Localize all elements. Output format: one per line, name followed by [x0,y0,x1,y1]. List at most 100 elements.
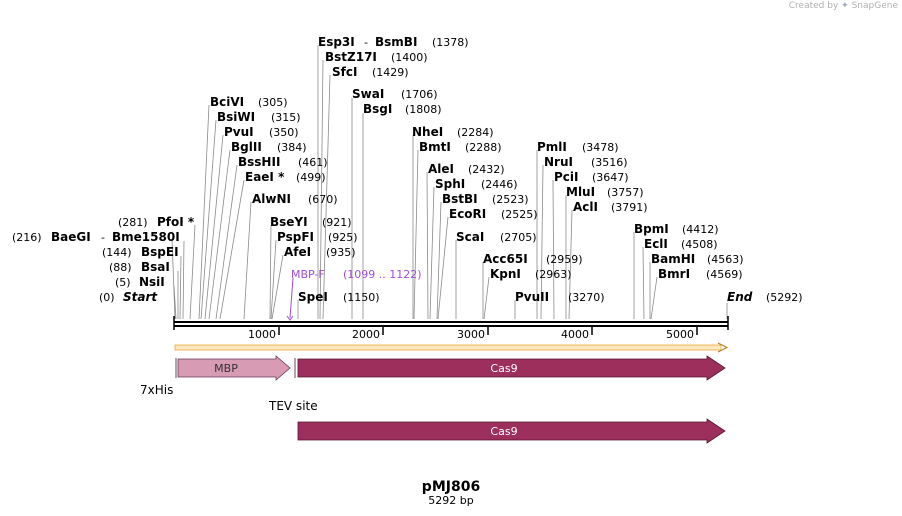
site-pos-swai: (1706) [401,88,438,101]
site-name-esp3i: Esp3I [318,35,355,49]
site-pos-start: (0) [99,291,115,304]
site-name-bglii: BglII [231,140,262,154]
tick-label-1000: 1000 [248,328,276,341]
primer-name: MBP-F [291,268,325,281]
site-connectors [171,45,728,320]
site-name-bsgi: BsgI [363,102,392,116]
site-name-alwni: AlwNI [252,192,291,206]
site-pos-bglii: (384) [277,141,307,154]
site-name-bspei: BspEI [141,245,179,259]
primer-arrow-icon [286,315,294,321]
site-name-pfoi: PfoI * [157,215,195,229]
site-name-bsai: BsaI [141,260,170,274]
feature-row: MBP Cas9 7xHis TEV site [140,355,726,413]
site-name-bsmbi: BsmBI [375,35,417,49]
primer-range: (1099 .. 1122) [343,268,422,281]
site-name-acli: AclI [573,200,598,214]
site-name-sfci: SfcI [332,65,357,79]
site-pos-bstbi: (2523) [492,193,529,206]
site-pos-alwni: (670) [308,193,338,206]
site-pos-pfoi: (281) [118,216,148,229]
site-name-scai: ScaI [456,230,484,244]
tick-label-5000: 5000 [666,328,694,341]
site-name-bseyi: BseYI [270,215,308,229]
site-pos-sphi: (2446) [481,178,518,191]
tick-label-4000: 4000 [561,328,589,341]
site-pos-bcivi: (305) [258,96,288,109]
site-name-ecori: EcoRI [449,207,486,221]
site-pos-nsii: (5) [115,276,131,289]
site-pos-pspfi: (925) [328,231,358,244]
backbone: 1000 2000 3000 4000 5000 [173,316,729,341]
orf-cas9-label: Cas9 [490,425,517,438]
feature-mbp-label: MBP [214,362,238,375]
tick-label-3000: 3000 [457,328,485,341]
site-name-kpni: KpnI [490,267,521,281]
site-pos-bspei: (144) [102,246,132,259]
left-site-labels: (216) BaeGI - Bme1580I (281) PfoI * (144… [12,215,195,304]
site-name-bsiwi: BsiWI [217,110,255,124]
tick-label-2000: 2000 [352,328,380,341]
feature-7xhis-label: 7xHis [140,383,173,397]
site-name-bme1580i: Bme1580I [112,230,180,244]
site-name-pcii: PciI [554,170,579,184]
site-pos-acc65i: (2959) [546,253,583,266]
branding-prefix: Created by [788,1,839,11]
plasmid-name: pMJ806 [422,479,480,495]
site-pos-afei: (935) [326,246,356,259]
site-pos-alei: (2432) [468,163,505,176]
site-pos-bsai: (88) [109,261,132,274]
site-pos-ecori: (2525) [501,208,538,221]
site-pos-acli: (3791) [611,201,648,214]
primer-connector [289,277,294,319]
branding: Created by ✦ SnapGene [789,1,898,11]
site-name-baegi: BaeGI [51,230,91,244]
site-pos-bsshii: (461) [298,156,328,169]
site-name-bcivi: BciVI [210,95,244,109]
site-pos-bsgi: (1808) [405,103,442,116]
site-pos-kpni: (2963) [535,268,572,281]
site-name-swai: SwaI [352,87,384,101]
site-name-pspfi: PspFI [277,230,314,244]
site-pos-end: (5292) [766,291,803,304]
site-name-bpmi: BpmI [634,222,669,236]
site-name-afei: AfeI [284,245,311,259]
site-name-sphi: SphI [435,177,465,191]
feature-mbp-arrow [177,355,291,381]
site-pos-bpmi: (4412) [682,223,719,236]
site-separator: - [364,36,368,49]
site-pos-bsiwi: (315) [271,111,301,124]
site-name-nsii: NsiI [139,275,165,289]
site-pos-bmti: (2288) [465,141,502,154]
feature-tev-label: TEV site [268,399,318,413]
site-name-ecli: EclI [644,237,668,251]
site-pos-pvuii: (3270) [568,291,605,304]
site-name-pvuii: PvuII [515,290,549,304]
site-name-bmri: BmrI [658,267,690,281]
site-pos-spei: (1150) [343,291,380,304]
plasmid-length: 5292 bp [428,494,473,507]
orf-indicator [174,342,729,353]
primer-mbp-f: MBP-F (1099 .. 1122) [286,268,422,321]
snapgene-logo-icon: ✦ [841,1,849,11]
site-name-nhei: NheI [412,125,443,139]
site-separator: - [101,231,105,244]
marker-start: Start [123,290,158,304]
site-name-bamhi: BamHI [651,252,695,266]
site-pos-bamhi: (4563) [707,253,744,266]
site-name-bstz17i: BstZ17I [325,50,377,64]
feature-cas9-arrow [297,355,726,381]
site-pos-nrui: (3516) [591,156,628,169]
site-name-pmli: PmlI [537,140,567,154]
site-name-nrui: NruI [544,155,573,169]
site-name-acc65i: Acc65I [483,252,528,266]
site-pos-ecli: (4508) [681,238,718,251]
site-pos-pcii: (3647) [592,171,629,184]
orf-arrow-icon [717,342,729,353]
site-name-pvui: PvuI [224,125,254,139]
site-name-eaei: EaeI * [245,170,285,184]
site-name-mlui: MluI [566,185,595,199]
site-pos-sfci: (1429) [372,66,409,79]
site-pos-bsmbi: (1378) [432,36,469,49]
site-pos-bmri: (4569) [706,268,743,281]
